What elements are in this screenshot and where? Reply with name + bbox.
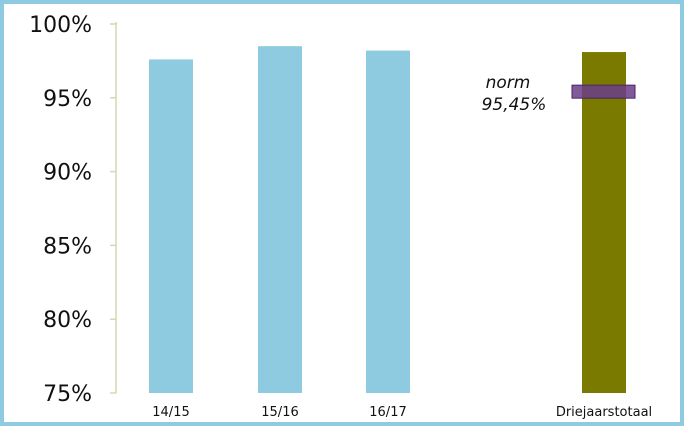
x-axis-labels: 14/15 15/16 16/17 Driejaarstotaal xyxy=(152,405,652,420)
bar-4 xyxy=(582,52,626,393)
x-tick-label: 16/17 xyxy=(369,405,406,420)
norm-annotation: norm 95,45% xyxy=(482,73,636,115)
y-tick-label: 100% xyxy=(29,13,92,38)
bar-3 xyxy=(366,50,410,394)
bar-2 xyxy=(258,46,302,393)
y-tick-label: 90% xyxy=(43,161,92,186)
x-tick-label: 15/16 xyxy=(261,405,298,420)
bar-1 xyxy=(149,59,193,393)
y-tick-label: 85% xyxy=(43,234,92,259)
norm-value-label: 95,45% xyxy=(482,95,547,115)
x-tick-label: 14/15 xyxy=(152,405,189,420)
y-axis: 75% 80% 85% 90% 95% 100% xyxy=(29,13,117,407)
y-tick-label: 95% xyxy=(43,87,92,112)
y-tick-label: 80% xyxy=(43,308,92,333)
y-tick-label: 75% xyxy=(43,382,92,407)
norm-label: norm xyxy=(486,73,531,93)
norm-marker xyxy=(571,84,636,99)
bars xyxy=(149,46,626,394)
x-tick-label: Driejaarstotaal xyxy=(556,405,652,420)
